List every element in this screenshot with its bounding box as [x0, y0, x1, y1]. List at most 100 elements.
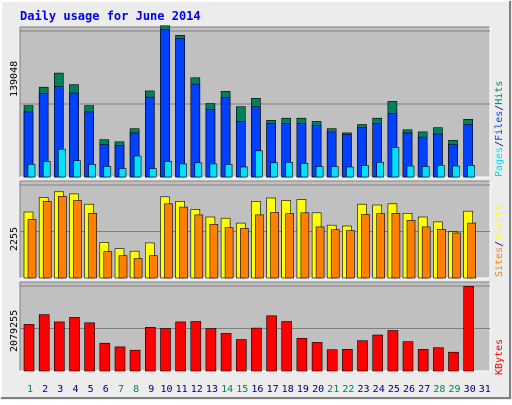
day-label-28: 28 — [433, 384, 445, 395]
day-label-26: 26 — [403, 384, 415, 395]
side-label-bottom: KBytes — [494, 339, 505, 375]
bar-kbytes-day-30 — [463, 286, 475, 372]
bar-kbytes-day-2 — [38, 314, 50, 372]
chart-panels: 139048 2255 2079255 — [9, 25, 491, 372]
bar-pages-day-27 — [421, 166, 430, 178]
day-label-1: 1 — [27, 384, 33, 395]
day-label-7: 7 — [118, 384, 124, 395]
bar-pages-day-8 — [133, 155, 142, 178]
bar-sites-day-28 — [437, 229, 446, 279]
bar-sites-day-10 — [164, 203, 173, 279]
bar-pages-day-2 — [42, 161, 51, 178]
bar-kbytes-day-10 — [160, 328, 171, 372]
bar-sites-day-26 — [406, 220, 416, 279]
bar-sites-day-20 — [315, 226, 325, 279]
bar-kbytes-day-13 — [205, 328, 217, 372]
bar-pages-day-7 — [118, 168, 127, 178]
bar-kbytes-day-14 — [220, 333, 232, 372]
series-pages — [27, 147, 476, 178]
bar-pages-day-10 — [164, 161, 172, 178]
bar-pages-day-15 — [240, 166, 248, 178]
bar-kbytes-day-12 — [190, 321, 202, 372]
bar-sites-day-15 — [240, 228, 249, 279]
bar-kbytes-day-25 — [387, 330, 399, 372]
day-label-4: 4 — [72, 384, 78, 395]
bar-kbytes-day-8 — [129, 349, 141, 372]
bar-kbytes-day-15 — [236, 339, 247, 372]
bar-sites-day-8 — [133, 258, 143, 279]
day-label-3: 3 — [57, 384, 63, 395]
bar-sites-day-6 — [103, 251, 113, 279]
bar-kbytes-day-26 — [402, 341, 414, 372]
bar-files-day-11 — [175, 38, 185, 178]
y-max-label-hits-files-pages: 139048 — [9, 61, 20, 97]
day-label-31: 31 — [479, 384, 491, 395]
bar-pages-day-4 — [73, 160, 81, 178]
day-label-14: 14 — [221, 384, 233, 395]
bar-kbytes-day-17 — [266, 315, 277, 372]
side-label-top: Pages/Files/Hits — [494, 81, 505, 177]
day-label-24: 24 — [373, 384, 385, 395]
series-kbytes — [23, 286, 475, 372]
bar-sites-day-14 — [224, 227, 234, 279]
side-label-part: KBytes — [494, 339, 505, 375]
bar-sites-day-19 — [300, 212, 310, 279]
bar-sites-day-3 — [57, 196, 67, 279]
day-label-25: 25 — [388, 384, 400, 395]
bar-pages-day-19 — [300, 163, 309, 178]
bar-pages-day-16 — [255, 150, 263, 178]
bar-sites-day-13 — [209, 224, 219, 279]
day-label-21: 21 — [327, 384, 339, 395]
day-label-5: 5 — [88, 384, 94, 395]
bar-pages-day-6 — [103, 166, 112, 178]
bar-kbytes-day-29 — [448, 351, 459, 372]
day-label-13: 13 — [206, 384, 218, 395]
day-label-30: 30 — [464, 384, 476, 395]
bar-sites-day-27 — [421, 226, 431, 279]
day-label-20: 20 — [312, 384, 324, 395]
series-files — [23, 29, 474, 178]
side-label-part: Visits — [494, 205, 505, 241]
day-label-15: 15 — [236, 384, 248, 395]
bar-pages-day-17 — [270, 162, 278, 178]
bar-sites-day-30 — [467, 222, 477, 279]
bar-pages-day-22 — [346, 166, 354, 178]
bar-sites-day-1 — [27, 219, 37, 279]
bar-pages-day-25 — [391, 147, 400, 178]
series-sites — [27, 196, 477, 279]
bar-pages-day-29 — [452, 165, 460, 178]
bar-kbytes-day-9 — [145, 326, 156, 372]
chart-title: Daily usage for June 2014 — [20, 9, 201, 23]
bar-sites-day-17 — [270, 212, 279, 279]
side-label-part: / — [494, 105, 505, 111]
bar-pages-day-1 — [27, 164, 36, 178]
bar-sites-day-4 — [73, 200, 82, 279]
y-max-label-kbytes: 2079255 — [9, 310, 20, 352]
bar-pages-day-13 — [209, 163, 218, 178]
day-label-12: 12 — [191, 384, 203, 395]
bar-pages-day-21 — [330, 166, 339, 178]
panel-kbytes: 2079255 — [9, 281, 491, 372]
bar-kbytes-day-6 — [99, 342, 111, 372]
bar-kbytes-day-16 — [251, 327, 262, 372]
day-label-18: 18 — [282, 384, 294, 395]
day-label-8: 8 — [133, 384, 139, 395]
day-label-16: 16 — [251, 384, 263, 395]
bar-sites-day-7 — [118, 255, 128, 279]
bar-pages-day-26 — [406, 165, 415, 178]
bar-kbytes-day-20 — [311, 342, 323, 372]
panel-hits-files-pages: 139048 — [9, 25, 491, 178]
bar-pages-day-9 — [149, 168, 157, 178]
bar-pages-day-18 — [285, 162, 294, 178]
bar-files-day-9 — [145, 96, 155, 178]
bar-sites-day-25 — [391, 213, 401, 279]
side-label-part: Pages — [494, 147, 505, 177]
bar-sites-day-21 — [330, 229, 340, 279]
bar-sites-day-5 — [88, 213, 97, 279]
bar-files-day-10 — [160, 29, 170, 178]
bar-kbytes-day-27 — [417, 348, 429, 372]
bar-sites-day-12 — [194, 214, 204, 279]
day-label-19: 19 — [297, 384, 309, 395]
side-label-middle: Sites/Visits — [494, 205, 505, 277]
